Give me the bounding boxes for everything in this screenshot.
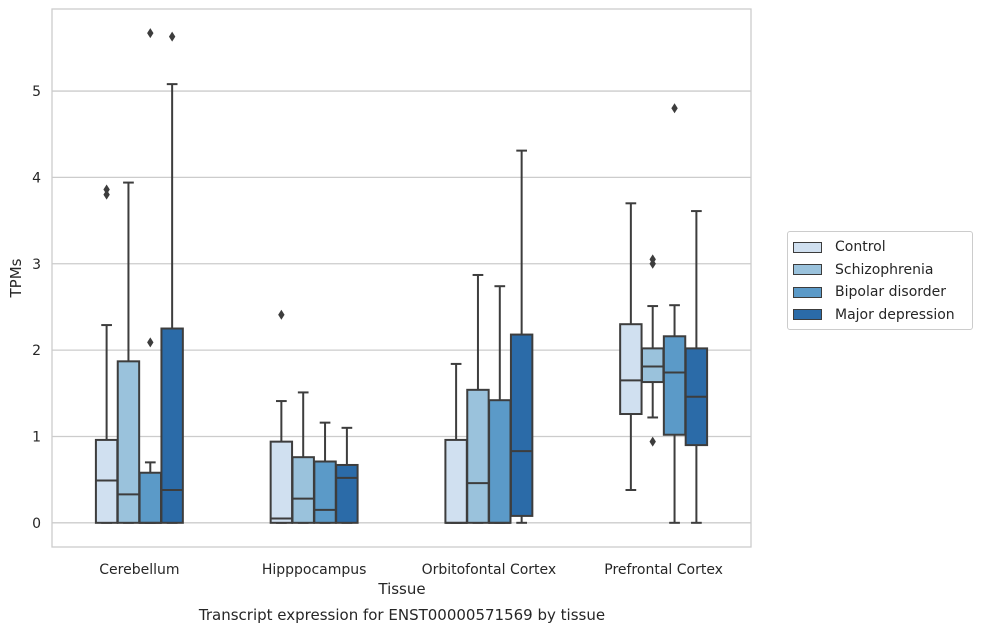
plot-frame xyxy=(51,8,752,548)
x-tick-label-4: Prefrontal Cortex xyxy=(604,562,723,578)
outlier-control-cat1-2 xyxy=(103,184,110,195)
x-tick-label-1: Cerebellum xyxy=(99,562,179,578)
outlier-bipolar-disorder-cat4-1 xyxy=(671,103,678,114)
legend: Control Schizophrenia Bipolar disorder M… xyxy=(787,231,973,330)
legend-swatch-control xyxy=(793,241,822,253)
box-schizophrenia-cat3 xyxy=(466,388,490,524)
outlier-bipolar-disorder-cat1-1 xyxy=(147,337,154,348)
y-axis-label: TPMs xyxy=(7,258,25,298)
x-tick-label-3: Orbitofontal Cortex xyxy=(422,562,557,578)
chart-caption: Transcript expression for ENST0000057156… xyxy=(198,606,606,624)
x-tick-label-2: Hipppocampus xyxy=(262,562,367,578)
box-bipolar-disorder-cat4 xyxy=(662,335,687,436)
x-tick-labels: Cerebellum Hipppocampus Orbitofontal Corte… xyxy=(99,562,723,578)
outlier-major-depression-cat1-1 xyxy=(168,31,176,42)
y-tick-label-3: 3 xyxy=(32,257,41,273)
outlier-control-cat2-1 xyxy=(278,309,285,320)
y-tick-label-1: 1 xyxy=(32,429,41,445)
legend-label-schizophrenia: Schizophrenia xyxy=(835,261,934,278)
legend-item-major-depression: Major depression xyxy=(788,304,972,327)
box-major-depression-cat3 xyxy=(509,333,534,517)
box-schizophrenia-cat2 xyxy=(291,456,315,524)
legend-label-bipolar-disorder: Bipolar disorder xyxy=(835,284,947,301)
box-control-cat2 xyxy=(269,440,294,524)
legend-swatch-bipolar-disorder xyxy=(793,286,822,298)
legend-label-control: Control xyxy=(835,239,886,256)
legend-swatch-major-depression xyxy=(793,309,822,321)
box-control-cat3 xyxy=(444,438,468,524)
box-major-depression-cat2 xyxy=(335,463,359,524)
y-tick-label-5: 5 xyxy=(32,84,41,100)
y-tick-labels: 0 1 2 3 4 5 xyxy=(32,84,41,532)
y-tick-label-2: 2 xyxy=(32,343,41,359)
y-tick-label-4: 4 xyxy=(32,170,41,186)
outlier-schizophrenia-cat4-1 xyxy=(649,436,656,447)
box-bipolar-disorder-cat1 xyxy=(138,471,163,524)
box-schizophrenia-cat1 xyxy=(116,360,141,524)
legend-item-control: Control xyxy=(788,236,972,259)
x-axis-label: Tissue xyxy=(377,580,425,598)
box-bipolar-disorder-cat3 xyxy=(488,399,512,524)
legend-item-schizophrenia: Schizophrenia xyxy=(788,259,972,282)
legend-label-major-depression: Major depression xyxy=(835,306,955,323)
legend-item-bipolar-disorder: Bipolar disorder xyxy=(788,281,972,304)
outlier-control-cat1-1 xyxy=(103,189,110,200)
y-tick-label-0: 0 xyxy=(32,516,41,532)
gridlines xyxy=(52,90,751,524)
box-control-cat4 xyxy=(619,323,643,416)
outlier-schizophrenia-cat4-3 xyxy=(649,254,656,265)
outlier-bipolar-disorder-cat1-2 xyxy=(147,28,154,39)
legend-swatch-schizophrenia xyxy=(793,264,822,276)
boxes xyxy=(94,28,709,524)
box-major-depression-cat1 xyxy=(160,327,184,524)
box-schizophrenia-cat4 xyxy=(640,347,665,384)
box-bipolar-disorder-cat2 xyxy=(313,460,337,524)
